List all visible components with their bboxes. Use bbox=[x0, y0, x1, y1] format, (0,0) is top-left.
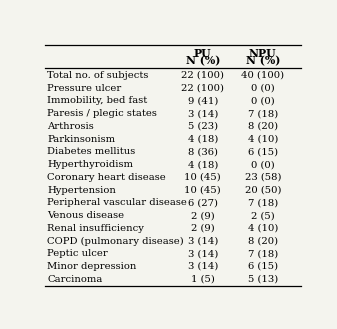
Text: 40 (100): 40 (100) bbox=[241, 71, 284, 80]
Text: 4 (18): 4 (18) bbox=[188, 135, 218, 144]
Text: NPU: NPU bbox=[249, 48, 277, 59]
Text: Peripheral vascular disease: Peripheral vascular disease bbox=[47, 198, 187, 207]
Text: 10 (45): 10 (45) bbox=[184, 173, 221, 182]
Text: Minor depression: Minor depression bbox=[47, 262, 137, 271]
Text: N (%): N (%) bbox=[186, 55, 220, 66]
Text: 5 (23): 5 (23) bbox=[188, 122, 218, 131]
Text: 8 (36): 8 (36) bbox=[188, 147, 218, 156]
Text: 2 (9): 2 (9) bbox=[191, 224, 215, 233]
Text: 3 (14): 3 (14) bbox=[188, 237, 218, 245]
Text: 0 (0): 0 (0) bbox=[251, 160, 275, 169]
Text: Diabetes mellitus: Diabetes mellitus bbox=[47, 147, 135, 156]
Text: 10 (45): 10 (45) bbox=[184, 186, 221, 194]
Text: Total no. of subjects: Total no. of subjects bbox=[47, 71, 149, 80]
Text: Hyperthyroidism: Hyperthyroidism bbox=[47, 160, 133, 169]
Text: 3 (14): 3 (14) bbox=[188, 249, 218, 258]
Text: 6 (27): 6 (27) bbox=[188, 198, 218, 207]
Text: 8 (20): 8 (20) bbox=[248, 122, 278, 131]
Text: Renal insufficiency: Renal insufficiency bbox=[47, 224, 144, 233]
Text: 7 (18): 7 (18) bbox=[248, 249, 278, 258]
Text: 23 (58): 23 (58) bbox=[245, 173, 281, 182]
Text: PU: PU bbox=[194, 48, 212, 59]
Text: 3 (14): 3 (14) bbox=[188, 262, 218, 271]
Text: 4 (10): 4 (10) bbox=[248, 224, 278, 233]
Text: Peptic ulcer: Peptic ulcer bbox=[47, 249, 108, 258]
Text: Hypertension: Hypertension bbox=[47, 186, 116, 194]
Text: 3 (14): 3 (14) bbox=[188, 109, 218, 118]
Text: Venous disease: Venous disease bbox=[47, 211, 124, 220]
Text: 7 (18): 7 (18) bbox=[248, 198, 278, 207]
Text: 2 (9): 2 (9) bbox=[191, 211, 215, 220]
Text: 22 (100): 22 (100) bbox=[181, 71, 224, 80]
Text: COPD (pulmonary disease): COPD (pulmonary disease) bbox=[47, 237, 184, 245]
Text: Carcinoma: Carcinoma bbox=[47, 275, 103, 284]
Text: 4 (18): 4 (18) bbox=[188, 160, 218, 169]
Text: Coronary heart disease: Coronary heart disease bbox=[47, 173, 166, 182]
Text: Paresis / plegic states: Paresis / plegic states bbox=[47, 109, 157, 118]
Text: N (%): N (%) bbox=[246, 55, 280, 66]
Text: 2 (5): 2 (5) bbox=[251, 211, 275, 220]
Text: 5 (13): 5 (13) bbox=[248, 275, 278, 284]
Text: Pressure ulcer: Pressure ulcer bbox=[47, 84, 122, 93]
Text: Parkinsonism: Parkinsonism bbox=[47, 135, 116, 144]
Text: 6 (15): 6 (15) bbox=[248, 262, 278, 271]
Text: Arthrosis: Arthrosis bbox=[47, 122, 94, 131]
Text: 0 (0): 0 (0) bbox=[251, 84, 275, 93]
Text: 9 (41): 9 (41) bbox=[188, 96, 218, 105]
Text: 22 (100): 22 (100) bbox=[181, 84, 224, 93]
Text: 1 (5): 1 (5) bbox=[191, 275, 215, 284]
Text: 8 (20): 8 (20) bbox=[248, 237, 278, 245]
Text: 7 (18): 7 (18) bbox=[248, 109, 278, 118]
Text: Immobility, bed fast: Immobility, bed fast bbox=[47, 96, 148, 105]
Text: 20 (50): 20 (50) bbox=[245, 186, 281, 194]
Text: 6 (15): 6 (15) bbox=[248, 147, 278, 156]
Text: 0 (0): 0 (0) bbox=[251, 96, 275, 105]
Text: 4 (10): 4 (10) bbox=[248, 135, 278, 144]
